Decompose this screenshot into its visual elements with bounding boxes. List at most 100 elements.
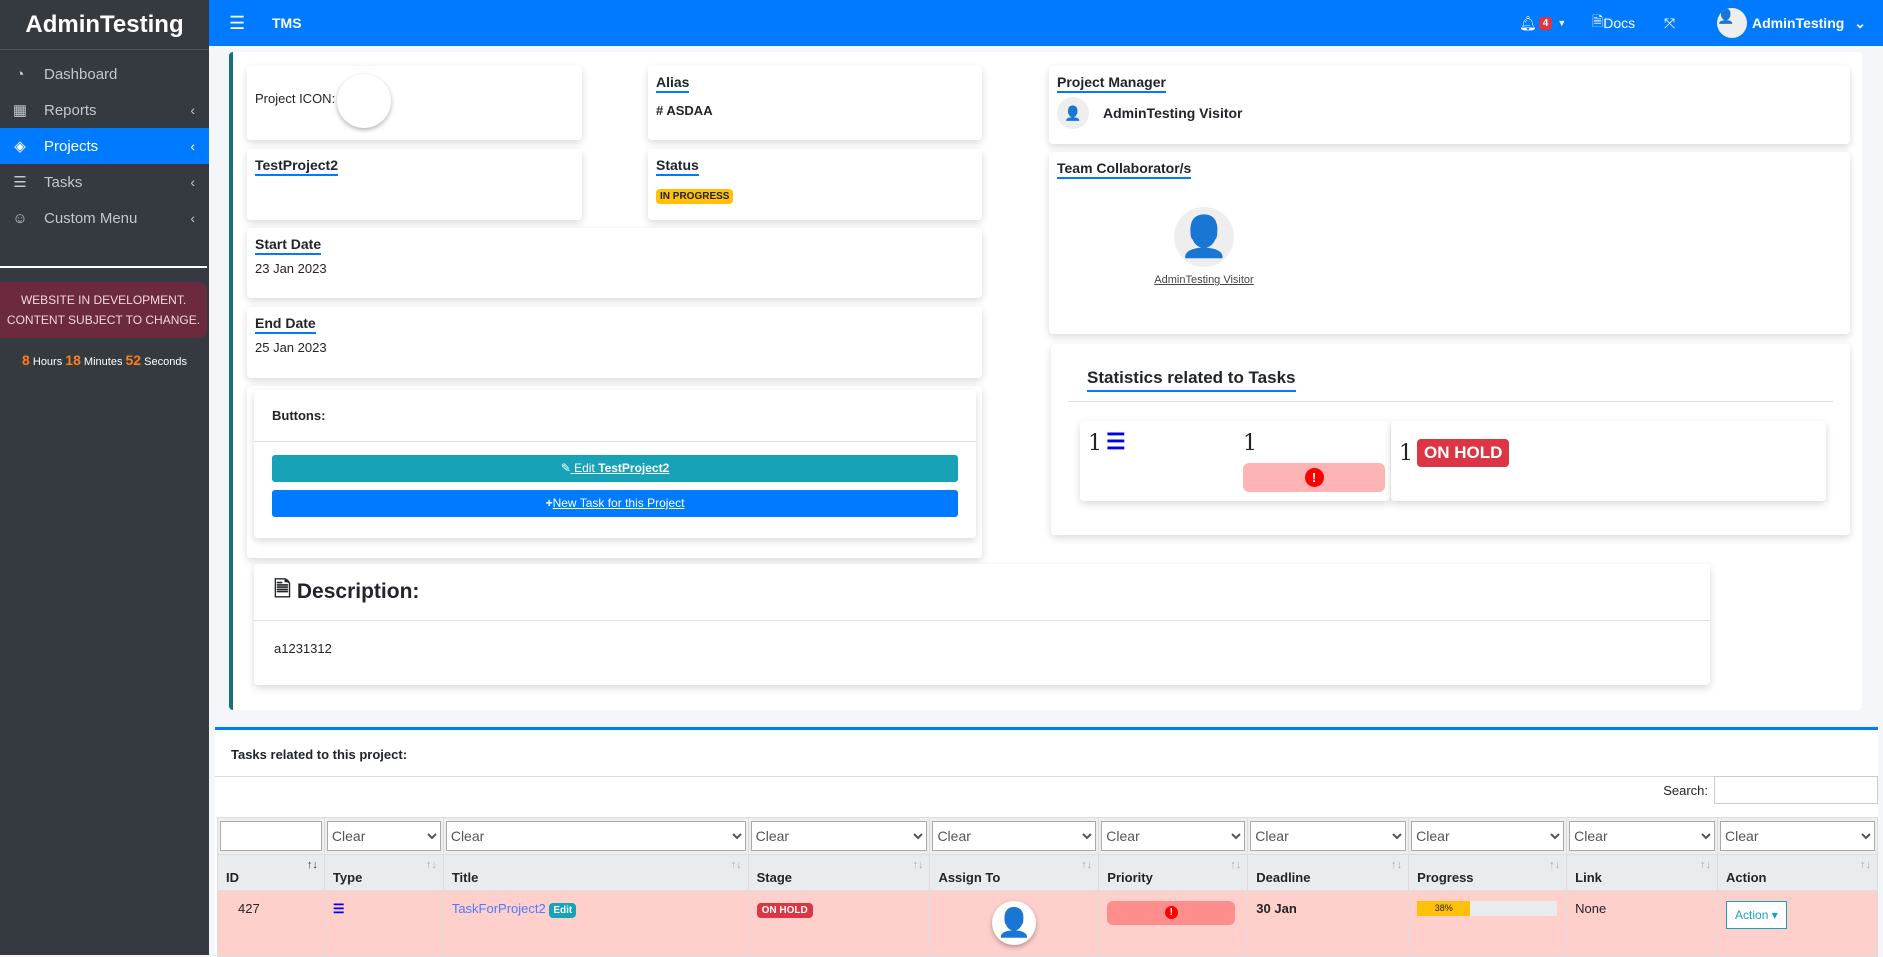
action-dropdown-button[interactable]: Action ▾ <box>1726 901 1787 929</box>
search-input[interactable] <box>1714 776 1878 804</box>
tasks-icon: ☰ <box>13 174 27 191</box>
progress-filter-select[interactable]: Clear <box>1411 821 1565 851</box>
start-date-value: 23 Jan 2023 <box>255 261 327 276</box>
table-row: 427 ☰ TaskForProject2 Edit ON HOLD 👤 ! 3… <box>217 890 1878 957</box>
sidebar-item-dashboard[interactable]: ◔ Dashboard <box>0 56 209 92</box>
user-menu[interactable]: 👤 AdminTesting ⌄ <box>1717 0 1866 46</box>
sort-icon: ↑↓ <box>425 859 437 871</box>
sidebar-item-label: Reports <box>44 101 97 119</box>
edit-task-badge[interactable]: Edit <box>549 903 577 918</box>
column-header-title[interactable]: Title ↑↓ <box>442 854 749 891</box>
stat-card-totals: 1 ☰ 1 ! <box>1080 421 1390 501</box>
layers-icon: ◈ <box>14 138 26 155</box>
status-box: Status IN PROGRESS <box>648 149 982 220</box>
link-filter-select[interactable]: Clear <box>1569 821 1716 851</box>
alias-value: # ASDAA <box>656 103 713 118</box>
sidebar-item-custom-menu[interactable]: ☺ Custom Menu ‹ <box>0 200 209 236</box>
buttons-label: Buttons: <box>254 390 976 442</box>
type-filter-select[interactable]: Clear <box>326 821 441 851</box>
stage-filter-select[interactable]: Clear <box>750 821 928 851</box>
buttons-box: Buttons: ✎ Edit TestProject2 +New Task f… <box>247 386 982 558</box>
progress-bar: 38% <box>1417 901 1558 916</box>
sidebar-item-reports[interactable]: ▦ Reports ‹ <box>0 92 209 128</box>
search-label: Search: <box>1663 782 1708 798</box>
end-date-box: End Date 25 Jan 2023 <box>247 307 982 378</box>
column-header-id[interactable]: ID ↑↓ <box>217 854 325 891</box>
column-header-stage[interactable]: Stage ↑↓ <box>747 854 931 891</box>
on-hold-badge: ON HOLD <box>1417 439 1510 467</box>
edit-label: Edit <box>570 461 599 475</box>
sort-icon: ↑↓ <box>912 859 924 871</box>
team-label: Team Collaborator/s <box>1057 160 1192 179</box>
tasks-card-title: Tasks related to this project: <box>215 730 1878 777</box>
column-header-type[interactable]: Type ↑↓ <box>323 854 444 891</box>
status-label: Status <box>656 157 699 176</box>
plus-icon: + <box>545 496 553 510</box>
fullscreen-icon[interactable]: ⤧ <box>1664 14 1676 31</box>
project-name: TestProject2 <box>255 157 338 176</box>
stage-badge: ON HOLD <box>756 903 813 918</box>
priority-filter-select[interactable]: Clear <box>1101 821 1246 851</box>
filter-row: Clear Clear Clear Clear Clear Clear Clea… <box>217 817 1878 855</box>
buttons-card: Buttons: ✎ Edit TestProject2 +New Task f… <box>254 390 976 538</box>
sort-icon: ↑↓ <box>1391 859 1403 871</box>
top-navbar: ☰ TMS 🔔︎ 4 ▼ 🗎 Docs ⤧ 👤 AdminTesting ⌄ <box>209 0 1883 46</box>
team-member-link[interactable]: AdminTesting Visitor <box>1154 274 1254 286</box>
brand-logo[interactable]: AdminTesting <box>0 0 209 50</box>
notification-count: 4 <box>1538 16 1553 30</box>
column-header-assign-to[interactable]: Assign To ↑↓ <box>929 854 1100 891</box>
chevron-left-icon: ‹ <box>190 174 195 190</box>
project-icon-box: Project ICON: <box>247 66 582 140</box>
progress-fill: 38% <box>1417 901 1471 916</box>
task-deadline: 30 Jan <box>1247 890 1410 957</box>
edit-project-button[interactable]: ✎ Edit TestProject2 <box>272 455 958 482</box>
sort-icon: ↑↓ <box>1549 859 1561 871</box>
column-header-progress[interactable]: Progress ↑↓ <box>1408 854 1568 891</box>
filter-cell: Clear <box>1566 817 1719 855</box>
sidebar-item-tasks[interactable]: ☰ Tasks ‹ <box>0 164 209 200</box>
start-date-box: Start Date 23 Jan 2023 <box>247 228 982 298</box>
chevron-left-icon: ‹ <box>190 210 195 226</box>
header-row: ID ↑↓ Type ↑↓ Title ↑↓ Stage ↑↓ Assign To ↑↓ … <box>217 854 1878 891</box>
manager-name[interactable]: AdminTesting Visitor <box>1103 105 1243 121</box>
sort-icon: ↑↓ <box>1860 859 1871 871</box>
caret-down-icon: ▼ <box>1557 18 1567 28</box>
app-title[interactable]: TMS <box>272 15 302 31</box>
docs-link[interactable]: 🗎 Docs <box>1592 0 1635 46</box>
column-header-priority[interactable]: Priority ↑↓ <box>1098 854 1249 891</box>
task-link: None <box>1566 890 1719 957</box>
assign-filter-select[interactable]: Clear <box>932 821 1097 851</box>
smile-icon: ☺ <box>12 209 28 227</box>
avatar: 👤 <box>1174 207 1234 267</box>
hamburger-menu-icon[interactable]: ☰ <box>229 12 246 33</box>
action-filter-select[interactable]: Clear <box>1720 821 1875 851</box>
sidebar-item-label: Projects <box>44 137 99 155</box>
sort-icon: ↑↓ <box>1700 859 1712 871</box>
sort-asc-icon: ↑↓ <box>306 859 318 871</box>
new-task-button[interactable]: +New Task for this Project <box>272 490 958 517</box>
task-id: 427 <box>217 890 325 957</box>
chevron-down-icon: ⌄ <box>1854 14 1867 31</box>
id-filter-input[interactable] <box>220 821 322 851</box>
table-icon: ▦ <box>12 102 28 119</box>
docs-label: Docs <box>1603 15 1636 31</box>
sidebar-item-projects[interactable]: ◈ Projects ‹ <box>0 128 209 164</box>
filter-cell: Clear <box>442 817 749 855</box>
column-header-link[interactable]: Link ↑↓ <box>1566 854 1719 891</box>
avatar: 👤 <box>1717 8 1747 38</box>
title-filter-select[interactable]: Clear <box>445 821 746 851</box>
filter-cell: Clear <box>1717 817 1878 855</box>
tachometer-icon: ◔ <box>15 65 25 83</box>
dev-notice: WEBSITE IN DEVELOPMENT. CONTENT SUBJECT … <box>0 282 207 338</box>
description-text: a1231312 <box>274 641 332 656</box>
column-header-action[interactable]: Action ↑↓ <box>1717 854 1878 891</box>
exclamation-icon: ! <box>1304 468 1324 487</box>
priority-high-indicator: ! <box>1107 901 1236 925</box>
notifications-button[interactable]: 🔔︎ 4 ▼ <box>1519 0 1566 46</box>
deadline-filter-select[interactable]: Clear <box>1250 821 1407 851</box>
team-box: Team Collaborator/s 👤 AdminTesting Visit… <box>1049 152 1850 334</box>
bell-icon: 🔔︎ <box>1519 14 1537 31</box>
edit-project-name: TestProject2 <box>598 461 670 475</box>
column-header-deadline[interactable]: Deadline ↑↓ <box>1247 854 1410 891</box>
task-title-link[interactable]: TaskForProject2 <box>451 901 546 916</box>
